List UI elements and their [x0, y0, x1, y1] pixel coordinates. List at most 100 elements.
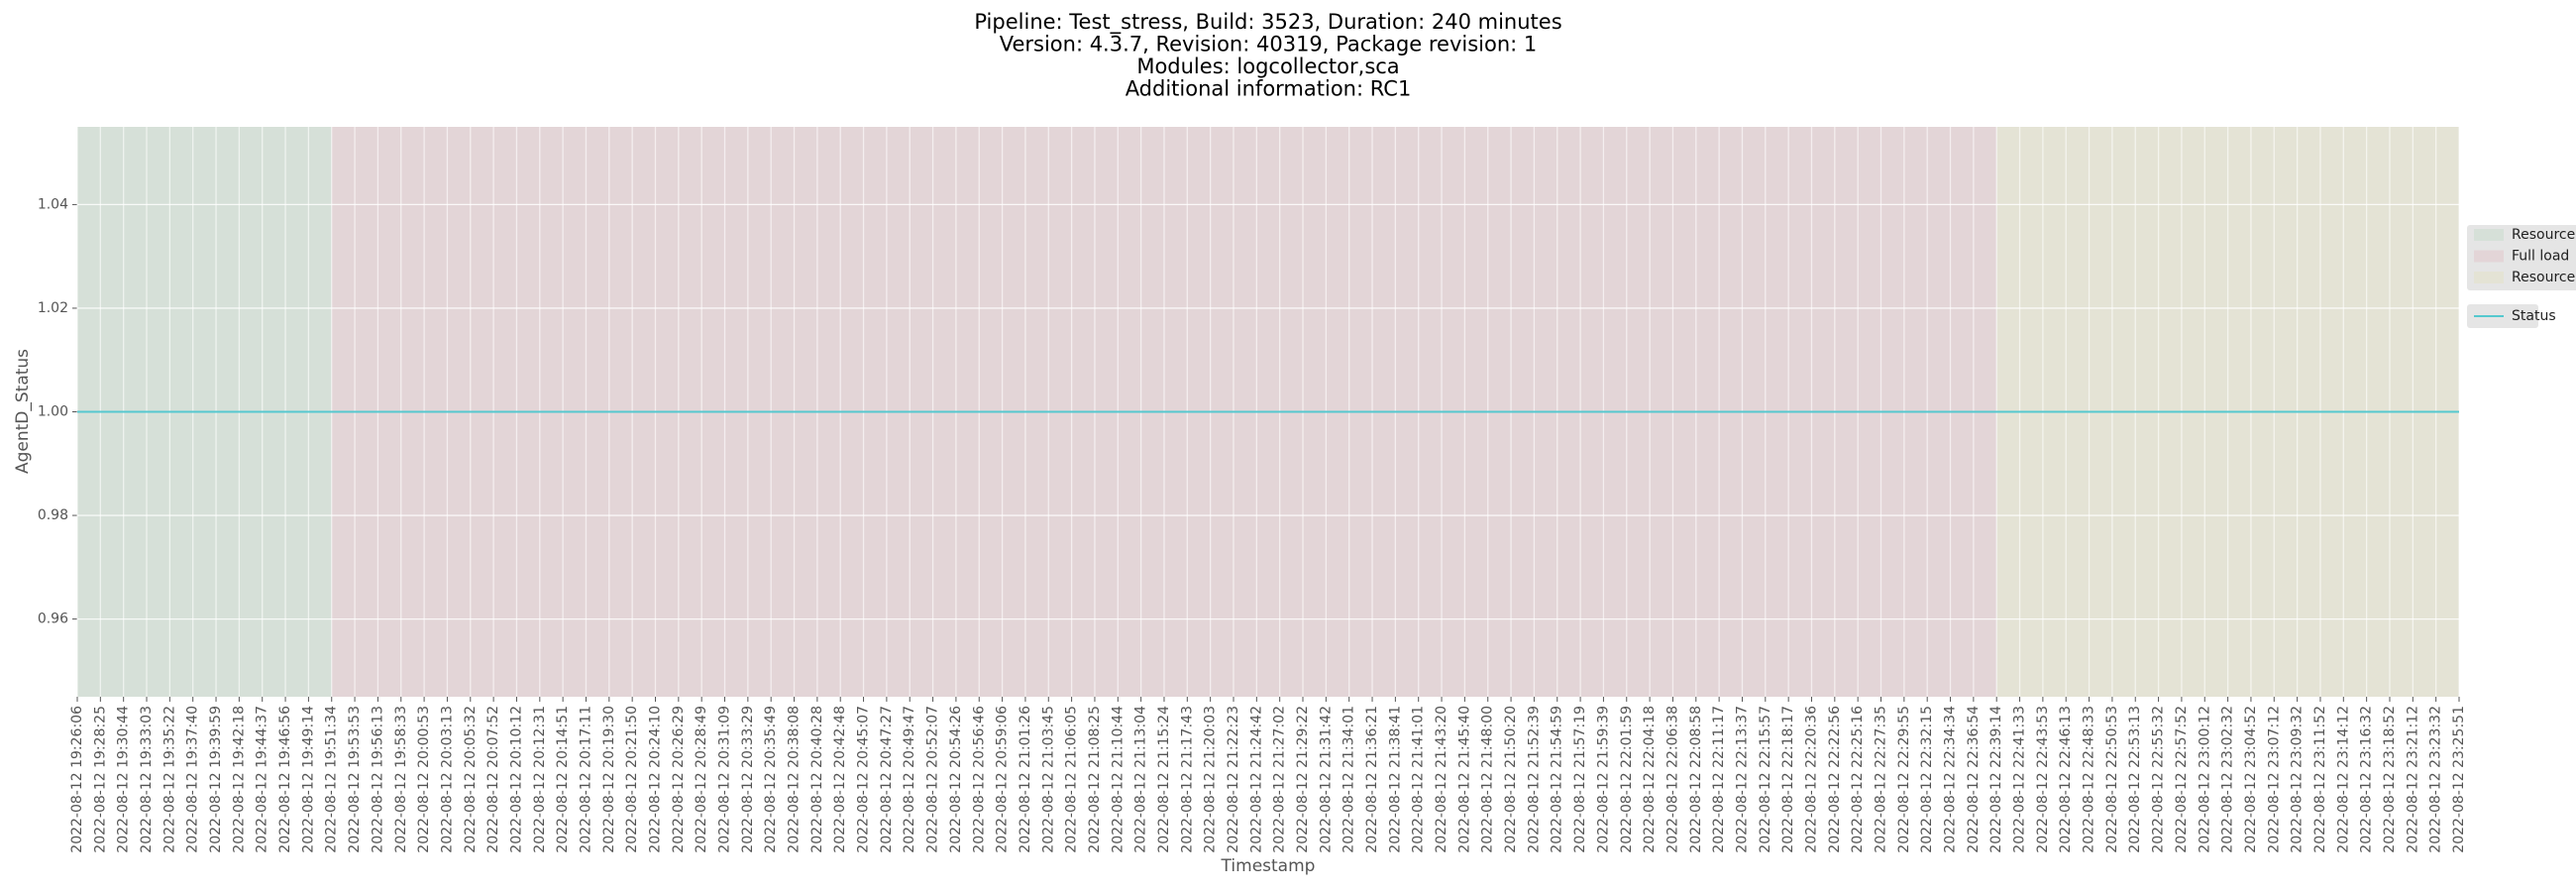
- x-tick-label: 2022-08-12 19:28:25: [92, 706, 108, 853]
- x-tick-label: 2022-08-12 22:57:52: [2174, 706, 2190, 853]
- x-tick-label: 2022-08-12 21:31:42: [1318, 706, 1334, 853]
- x-tick-label: 2022-08-12 20:47:27: [879, 706, 895, 853]
- x-tick-label: 2022-08-12 22:34:34: [1943, 706, 1959, 853]
- x-tick-label: 2022-08-12 21:50:20: [1503, 706, 1519, 853]
- x-tick-label: 2022-08-12 20:38:08: [787, 706, 803, 853]
- x-tick-label: 2022-08-12 19:46:56: [277, 706, 293, 853]
- x-tick-label: 2022-08-12 20:17:11: [578, 706, 593, 853]
- x-tick-label: 2022-08-12 20:31:09: [717, 706, 733, 853]
- legend-swatch: [2474, 250, 2504, 263]
- x-tick-label: 2022-08-12 20:14:51: [555, 706, 571, 853]
- y-tick-label: 0.98: [38, 507, 68, 523]
- x-tick-label: 2022-08-12 19:51:34: [324, 706, 340, 853]
- x-tick-label: 2022-08-12 21:54:59: [1550, 706, 1565, 853]
- x-tick-label: 2022-08-12 20:35:49: [763, 706, 779, 853]
- x-tick-label: 2022-08-12 23:25:51: [2451, 706, 2467, 853]
- x-tick-label: 2022-08-12 20:03:13: [439, 706, 455, 853]
- x-tick-label: 2022-08-12 21:20:03: [1203, 706, 1219, 853]
- x-tick-label: 2022-08-12 21:15:24: [1156, 706, 1172, 853]
- x-tick-label: 2022-08-12 22:18:17: [1780, 706, 1796, 853]
- x-tick-label: 2022-08-12 20:42:48: [832, 706, 848, 853]
- x-tick-label: 2022-08-12 21:45:40: [1456, 706, 1472, 853]
- x-tick-label: 2022-08-12 21:48:00: [1480, 706, 1496, 853]
- x-tick-label: 2022-08-12 21:01:26: [1018, 706, 1033, 853]
- x-tick-label: 2022-08-12 22:43:53: [2035, 706, 2051, 853]
- x-tick-label: 2022-08-12 20:33:29: [740, 706, 756, 853]
- chart-title: Pipeline: Test_stress, Build: 3523, Dura…: [974, 10, 1561, 35]
- x-tick-label: 2022-08-12 23:09:32: [2290, 706, 2306, 853]
- x-tick-label: 2022-08-12 21:13:04: [1133, 706, 1149, 853]
- x-tick-label: 2022-08-12 21:59:39: [1595, 706, 1611, 853]
- y-tick-label: 1.02: [38, 300, 68, 316]
- x-tick-label: 2022-08-12 23:07:12: [2266, 706, 2282, 853]
- x-tick-label: 2022-08-12 20:52:07: [925, 706, 941, 853]
- x-tick-label: 2022-08-12 20:56:46: [971, 706, 987, 853]
- x-tick-label: 2022-08-12 20:49:47: [902, 706, 917, 853]
- x-tick-label: 2022-08-12 22:13:37: [1734, 706, 1750, 853]
- x-tick-label: 2022-08-12 22:04:18: [1642, 706, 1658, 853]
- x-tick-label: 2022-08-12 21:06:05: [1064, 706, 1080, 853]
- x-tick-label: 2022-08-12 21:34:01: [1342, 706, 1357, 853]
- x-tick-label: 2022-08-12 19:26:06: [69, 706, 85, 853]
- x-tick-label: 2022-08-12 19:58:33: [393, 706, 409, 853]
- x-tick-label: 2022-08-12 22:11:17: [1711, 706, 1727, 853]
- x-tick-label: 2022-08-12 19:30:44: [116, 706, 132, 853]
- x-tick-label: 2022-08-12 21:29:22: [1295, 706, 1311, 853]
- x-tick-label: 2022-08-12 20:45:07: [856, 706, 872, 853]
- x-tick-label: 2022-08-12 23:11:52: [2312, 706, 2328, 853]
- x-tick-label: 2022-08-12 20:40:28: [809, 706, 825, 853]
- x-tick-label: 2022-08-12 19:33:03: [139, 706, 155, 853]
- x-tick-label: 2022-08-12 20:24:10: [647, 706, 663, 853]
- x-tick-label: 2022-08-12 21:38:41: [1387, 706, 1403, 853]
- x-tick-label: 2022-08-12 20:21:50: [624, 706, 640, 853]
- x-axis-title: Timestamp: [1221, 856, 1316, 876]
- y-tick-label: 1.04: [38, 196, 68, 212]
- x-tick-label: 2022-08-12 20:10:12: [508, 706, 524, 853]
- x-tick-label: 2022-08-12 20:07:52: [485, 706, 501, 853]
- x-tick-label: 2022-08-12 19:37:40: [185, 706, 201, 853]
- x-tick-label: 2022-08-12 19:42:18: [231, 706, 247, 853]
- x-tick-label: 2022-08-12 21:10:44: [1110, 706, 1126, 853]
- x-tick-label: 2022-08-12 22:01:59: [1619, 706, 1635, 853]
- x-tick-label: 2022-08-12 22:48:33: [2082, 706, 2097, 853]
- x-tick-label: 2022-08-12 21:57:19: [1572, 706, 1588, 853]
- x-tick-label: 2022-08-12 21:52:39: [1526, 706, 1542, 853]
- x-tick-label: 2022-08-12 19:35:22: [161, 706, 177, 853]
- chart-title: Additional information: RC1: [1126, 77, 1412, 101]
- x-tick-label: 2022-08-12 19:39:59: [208, 706, 224, 853]
- x-tick-label: 2022-08-12 21:43:20: [1434, 706, 1449, 853]
- x-tick-label: 2022-08-12 20:28:49: [694, 706, 709, 853]
- x-tick-label: 2022-08-12 20:59:06: [995, 706, 1011, 853]
- x-tick-label: 2022-08-12 22:55:32: [2151, 706, 2167, 853]
- x-tick-label: 2022-08-12 22:08:58: [1688, 706, 1704, 853]
- x-tick-label: 2022-08-12 19:53:53: [347, 706, 363, 853]
- x-tick-label: 2022-08-12 21:08:25: [1087, 706, 1103, 853]
- x-tick-label: 2022-08-12 21:03:45: [1040, 706, 1056, 853]
- chart-title: Version: 4.3.7, Revision: 40319, Package…: [1000, 33, 1538, 56]
- x-tick-label: 2022-08-12 23:00:12: [2197, 706, 2212, 853]
- x-tick-label: 2022-08-12 20:12:31: [532, 706, 548, 853]
- x-tick-label: 2022-08-12 22:50:53: [2104, 706, 2120, 853]
- legend-label: Resources: [2512, 227, 2576, 243]
- legend-swatch: [2474, 229, 2504, 241]
- y-tick-label: 0.96: [38, 612, 68, 627]
- x-tick-label: 2022-08-12 23:02:32: [2220, 706, 2236, 853]
- x-tick-label: 2022-08-12 21:27:02: [1272, 706, 1288, 853]
- x-tick-label: 2022-08-12 23:04:52: [2243, 706, 2259, 853]
- x-tick-label: 2022-08-12 22:22:56: [1827, 706, 1843, 853]
- x-tick-label: 2022-08-12 19:56:13: [370, 706, 385, 853]
- x-tick-label: 2022-08-12 20:26:29: [671, 706, 687, 853]
- x-tick-label: 2022-08-12 23:16:32: [2359, 706, 2375, 853]
- x-tick-label: 2022-08-12 20:54:26: [948, 706, 964, 853]
- x-tick-label: 2022-08-12 21:22:23: [1226, 706, 1241, 853]
- legend-swatch: [2474, 272, 2504, 283]
- x-tick-label: 2022-08-12 22:41:33: [2012, 706, 2028, 853]
- x-tick-label: 2022-08-12 23:21:12: [2405, 706, 2420, 853]
- x-tick-label: 2022-08-12 23:14:12: [2335, 706, 2351, 853]
- x-tick-label: 2022-08-12 23:23:32: [2428, 706, 2444, 853]
- x-tick-label: 2022-08-12 20:00:53: [416, 706, 432, 853]
- x-tick-label: 2022-08-12 22:32:15: [1919, 706, 1935, 853]
- x-tick-label: 2022-08-12 21:36:21: [1364, 706, 1380, 853]
- x-tick-label: 2022-08-12 22:29:55: [1896, 706, 1912, 853]
